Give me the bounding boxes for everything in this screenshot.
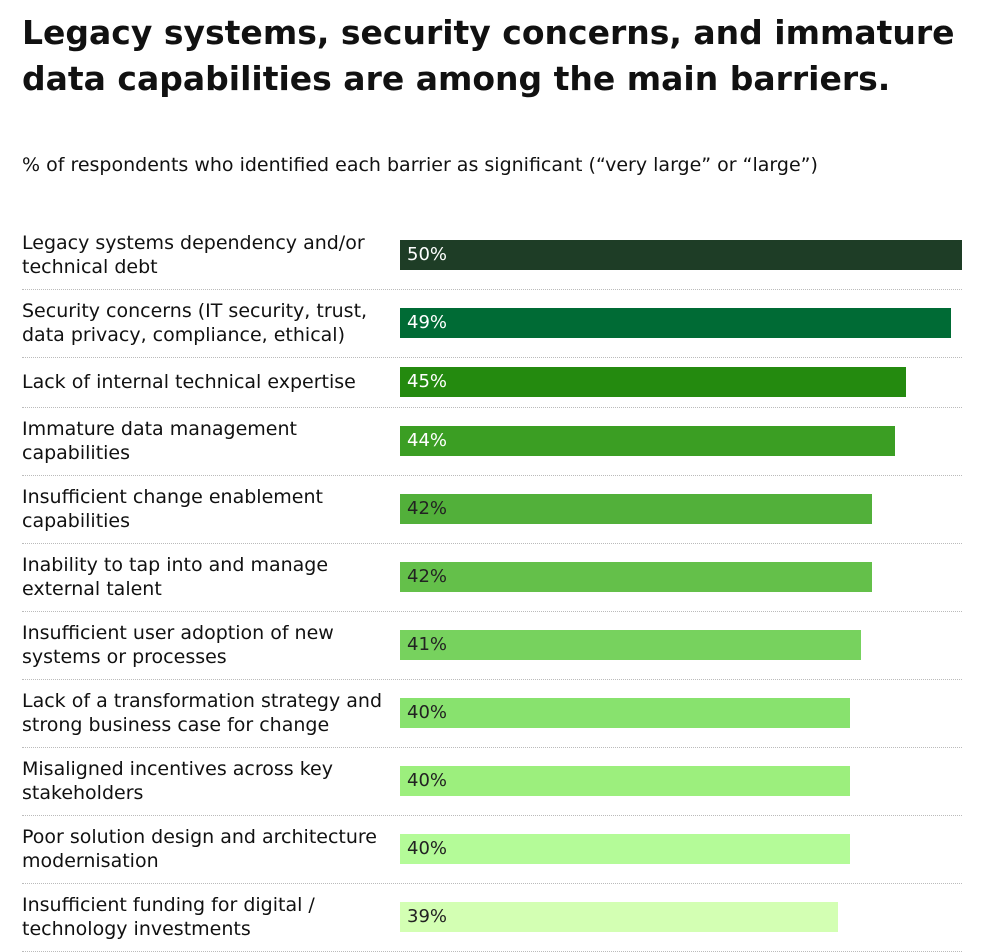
category-label: Security concerns (IT security, trust, d… [22,300,368,346]
bar-row: Insufficient change enablement capabilit… [22,476,962,544]
category-label: Insufficient change enablement capabilit… [22,486,323,532]
category-label: Lack of internal technical expertise [22,371,356,393]
value-label: 40% [407,838,448,859]
value-label: 49% [407,312,448,333]
value-label: 40% [407,770,448,791]
bar [400,630,861,660]
bar-track: 49% [400,308,962,338]
category-label: Misaligned incentives across key stakeho… [22,758,333,804]
chart-title: Legacy systems, security concerns, and i… [22,13,955,98]
bar [400,426,895,456]
value-label: 50% [407,244,448,265]
bar-row: Legacy systems dependency and/or technic… [22,222,962,290]
bar [400,766,850,796]
category-label: Insufficient funding for digital / techn… [22,894,315,940]
bar-row: Inability to tap into and manage externa… [22,544,962,612]
category-label: Legacy systems dependency and/or technic… [22,232,365,278]
bar-row: Lack of a transformation strategy and st… [22,680,962,748]
bar-track: 50% [400,240,962,270]
value-label: 41% [407,634,448,655]
bar-row: Lack of internal technical expertise 45% [22,358,962,408]
bar-row: Immature data management capabilities 44% [22,408,962,476]
chart: Legacy systems dependency and/or technic… [22,222,962,952]
category-label: Insufficient user adoption of new system… [22,622,334,668]
bar-track: 44% [400,426,962,456]
category-label: Immature data management capabilities [22,418,297,464]
value-label: 42% [407,498,448,519]
value-label: 40% [407,702,448,723]
bar-track: 39% [400,902,962,932]
bar-row: Poor solution design and architecture mo… [22,816,962,884]
bar-track: 42% [400,494,962,524]
bar [400,367,906,397]
category-label: Poor solution design and architecture mo… [22,826,377,872]
bar [400,240,962,270]
bar-row: Misaligned incentives across key stakeho… [22,748,962,816]
category-label: Lack of a transformation strategy and st… [22,690,383,736]
bar-track: 41% [400,630,962,660]
bar [400,834,850,864]
bar-row: Insufficient user adoption of new system… [22,612,962,680]
bar [400,698,850,728]
bar [400,308,951,338]
bar-track: 45% [400,367,962,397]
bar-row: Security concerns (IT security, trust, d… [22,290,962,358]
value-label: 44% [407,430,448,451]
bar-track: 42% [400,562,962,592]
bar-track: 40% [400,698,962,728]
value-label: 39% [407,906,448,927]
bar-row: Insufficient funding for digital / techn… [22,884,962,952]
bar [400,562,873,592]
bar-track: 40% [400,766,962,796]
bar [400,902,839,932]
value-label: 42% [407,566,448,587]
category-label: Inability to tap into and manage externa… [22,554,329,600]
bar-track: 40% [400,834,962,864]
value-label: 45% [407,371,448,392]
chart-subtitle: % of respondents who identified each bar… [22,154,818,176]
bar [400,494,873,524]
